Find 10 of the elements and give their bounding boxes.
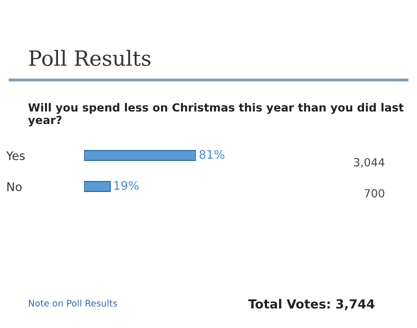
y-tick-label: No bbox=[7, 182, 22, 192]
chart-title: Poll Results bbox=[29, 50, 150, 66]
text: Note on Poll Results bbox=[28, 300, 118, 307]
text: Total Votes: 3,744 bbox=[248, 298, 374, 310]
text: 700 bbox=[364, 189, 384, 198]
data-label: 19% bbox=[114, 180, 139, 190]
data-label: 81% bbox=[200, 150, 224, 159]
text: 3,044 bbox=[354, 158, 384, 168]
y-tick-label: Yes bbox=[6, 151, 25, 160]
chart-subtitle: Will you spend less on Christmas this year than you did last year? bbox=[28, 103, 404, 126]
